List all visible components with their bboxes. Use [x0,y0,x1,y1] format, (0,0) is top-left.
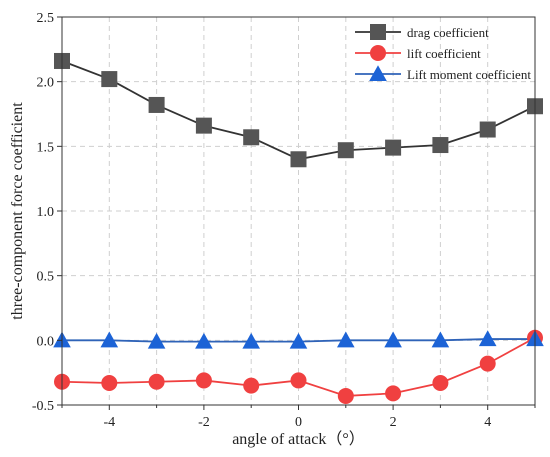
y-tick-label: 2.0 [37,76,55,91]
data-point-circle [337,387,354,404]
data-point-square [337,142,354,159]
legend-marker-square [370,24,386,40]
x-axis: -4 -2 0 2 4 [61,405,536,430]
data-point-circle [479,355,496,372]
legend-label: drag coefficient [407,25,489,40]
legend: drag coefficient lift coefficient Lift mom… [355,24,531,82]
data-point-triangle [384,331,402,348]
data-point-circle [385,385,402,402]
data-point-circle [195,372,212,389]
data-point-triangle [431,331,450,348]
y-tick-label: -0.5 [32,399,54,414]
legend-marker-triangle [369,65,387,82]
x-tick-label: -4 [103,415,115,430]
data-point-triangle [478,330,497,347]
data-point-square [148,96,165,113]
legend-label: Lift moment coefficient [407,67,531,82]
y-axis: -0.5 0.0 0.5 1.0 1.5 2.0 2.5 [32,11,62,414]
x-tick-label: 0 [295,415,302,430]
data-point-triangle [147,332,166,349]
data-point-circle [101,375,118,392]
y-axis-title: three-component force coefficient [9,102,26,320]
y-tick-label: 0.5 [37,270,55,285]
y-tick-label: 1.5 [37,140,55,155]
y-tick-label: 1.0 [37,205,55,220]
data-point-triangle [289,332,308,349]
data-point-square [432,137,449,154]
data-point-triangle [195,332,213,349]
x-tick-label: -2 [198,415,210,430]
y-tick-label: 0.0 [37,334,55,349]
data-point-circle [290,372,307,389]
grid-lines [62,17,535,405]
data-point-square [479,121,496,138]
data-point-triangle [242,332,260,349]
x-tick-label: 4 [484,415,491,430]
data-point-circle [243,377,260,394]
data-point-circle [148,373,165,390]
data-point-triangle [100,331,119,348]
legend-marker-circle [370,45,386,61]
x-tick-label: 2 [390,415,397,430]
data-point-square [101,71,118,88]
data-point-circle [432,375,449,392]
legend-label: lift coefficient [407,46,481,61]
data-point-square [243,129,260,146]
data-point-triangle [337,331,355,348]
x-axis-title: angle of attack（°） [232,430,365,448]
data-point-square [195,117,212,134]
data-point-square [385,139,402,156]
y-tick-label: 2.5 [37,11,55,26]
data-point-square [290,151,307,168]
